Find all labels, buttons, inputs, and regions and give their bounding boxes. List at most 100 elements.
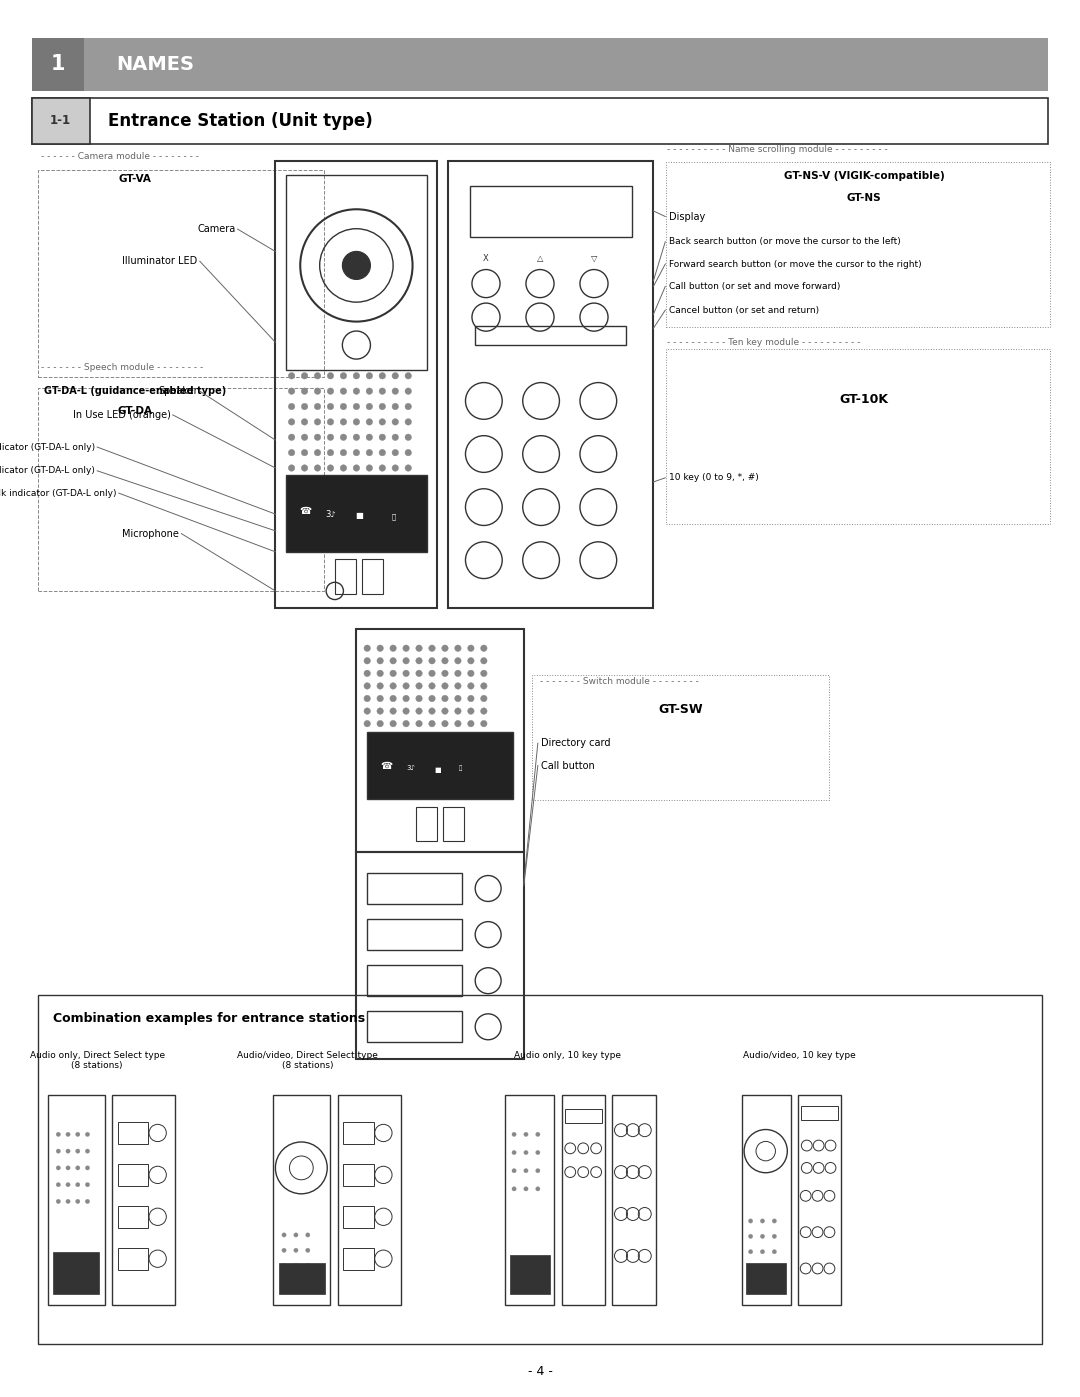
Ellipse shape: [314, 404, 321, 409]
Ellipse shape: [772, 1249, 777, 1255]
Bar: [532, 675, 829, 800]
Ellipse shape: [468, 696, 474, 701]
Ellipse shape: [301, 373, 308, 379]
Ellipse shape: [455, 721, 461, 726]
Text: - - - - - - - Switch module - - - - - - - -: - - - - - - - Switch module - - - - - - …: [540, 678, 699, 686]
Bar: [286, 175, 427, 370]
Ellipse shape: [353, 388, 360, 394]
Ellipse shape: [342, 251, 370, 279]
Ellipse shape: [481, 645, 487, 651]
Ellipse shape: [301, 450, 308, 455]
Ellipse shape: [353, 373, 360, 379]
Bar: [32, 98, 1048, 144]
Text: ☎: ☎: [299, 506, 311, 517]
Ellipse shape: [403, 683, 409, 689]
Ellipse shape: [85, 1182, 90, 1187]
Bar: [343, 1206, 374, 1228]
Ellipse shape: [455, 671, 461, 676]
Ellipse shape: [392, 450, 399, 455]
Text: 10 key (0 to 9, *, #): 10 key (0 to 9, *, #): [669, 474, 758, 482]
Ellipse shape: [748, 1234, 753, 1239]
Bar: [362, 559, 383, 594]
Ellipse shape: [512, 1168, 516, 1173]
Text: Talk indicator (GT-DA-L only): Talk indicator (GT-DA-L only): [0, 489, 117, 497]
Ellipse shape: [390, 671, 396, 676]
Ellipse shape: [364, 683, 370, 689]
Ellipse shape: [772, 1218, 777, 1224]
Bar: [612, 1095, 656, 1305]
Text: - 4 -: - 4 -: [527, 1365, 553, 1379]
Ellipse shape: [416, 683, 422, 689]
Ellipse shape: [377, 645, 383, 651]
Ellipse shape: [405, 404, 411, 409]
Ellipse shape: [353, 450, 360, 455]
Ellipse shape: [340, 388, 347, 394]
Bar: [286, 475, 427, 552]
Ellipse shape: [314, 388, 321, 394]
Ellipse shape: [416, 671, 422, 676]
Text: ▽: ▽: [591, 254, 597, 263]
Ellipse shape: [76, 1132, 80, 1137]
Ellipse shape: [403, 721, 409, 726]
Text: - - - - - - - - - - Name scrolling module - - - - - - - - -: - - - - - - - - - - Name scrolling modul…: [667, 145, 888, 154]
Text: Door call-in indicator (GT-DA-L only): Door call-in indicator (GT-DA-L only): [0, 443, 95, 451]
Bar: [112, 1095, 175, 1305]
Ellipse shape: [282, 1263, 286, 1268]
Text: In Use LED (orange): In Use LED (orange): [72, 409, 171, 420]
Ellipse shape: [379, 404, 386, 409]
Ellipse shape: [403, 671, 409, 676]
Ellipse shape: [405, 419, 411, 425]
Ellipse shape: [353, 434, 360, 440]
Text: GT-NS-V (VIGIK-compatible): GT-NS-V (VIGIK-compatible): [784, 170, 944, 182]
Ellipse shape: [366, 465, 373, 471]
Ellipse shape: [301, 419, 308, 425]
Text: Forward search button (or move the cursor to the right): Forward search button (or move the curso…: [669, 260, 921, 268]
Ellipse shape: [481, 708, 487, 714]
Ellipse shape: [403, 658, 409, 664]
Ellipse shape: [288, 465, 295, 471]
Ellipse shape: [340, 450, 347, 455]
Ellipse shape: [314, 419, 321, 425]
Ellipse shape: [314, 450, 321, 455]
Bar: [798, 1095, 841, 1305]
Ellipse shape: [481, 658, 487, 664]
Ellipse shape: [377, 683, 383, 689]
Ellipse shape: [364, 658, 370, 664]
Ellipse shape: [455, 696, 461, 701]
Ellipse shape: [327, 465, 334, 471]
Ellipse shape: [288, 419, 295, 425]
Ellipse shape: [288, 388, 295, 394]
Bar: [367, 1011, 462, 1042]
Ellipse shape: [340, 419, 347, 425]
Ellipse shape: [327, 434, 334, 440]
Ellipse shape: [314, 434, 321, 440]
Ellipse shape: [85, 1165, 90, 1171]
Ellipse shape: [327, 388, 334, 394]
Ellipse shape: [429, 645, 435, 651]
Ellipse shape: [364, 696, 370, 701]
Ellipse shape: [364, 708, 370, 714]
Ellipse shape: [429, 671, 435, 676]
Ellipse shape: [327, 419, 334, 425]
Bar: [666, 162, 1050, 327]
Bar: [32, 38, 1048, 91]
Ellipse shape: [66, 1199, 70, 1204]
Ellipse shape: [405, 434, 411, 440]
Ellipse shape: [468, 708, 474, 714]
Bar: [666, 349, 1050, 524]
Ellipse shape: [536, 1132, 540, 1137]
Ellipse shape: [288, 434, 295, 440]
Text: X: X: [483, 254, 489, 263]
Ellipse shape: [455, 645, 461, 651]
Ellipse shape: [468, 645, 474, 651]
Ellipse shape: [282, 1232, 286, 1238]
Ellipse shape: [455, 658, 461, 664]
Ellipse shape: [56, 1199, 60, 1204]
Bar: [742, 1095, 791, 1305]
Bar: [448, 161, 653, 608]
Bar: [38, 170, 324, 377]
Text: - - - - - - - Speech module - - - - - - - -: - - - - - - - Speech module - - - - - - …: [41, 363, 203, 372]
Ellipse shape: [364, 645, 370, 651]
Text: ☎: ☎: [380, 760, 392, 771]
Ellipse shape: [442, 721, 448, 726]
